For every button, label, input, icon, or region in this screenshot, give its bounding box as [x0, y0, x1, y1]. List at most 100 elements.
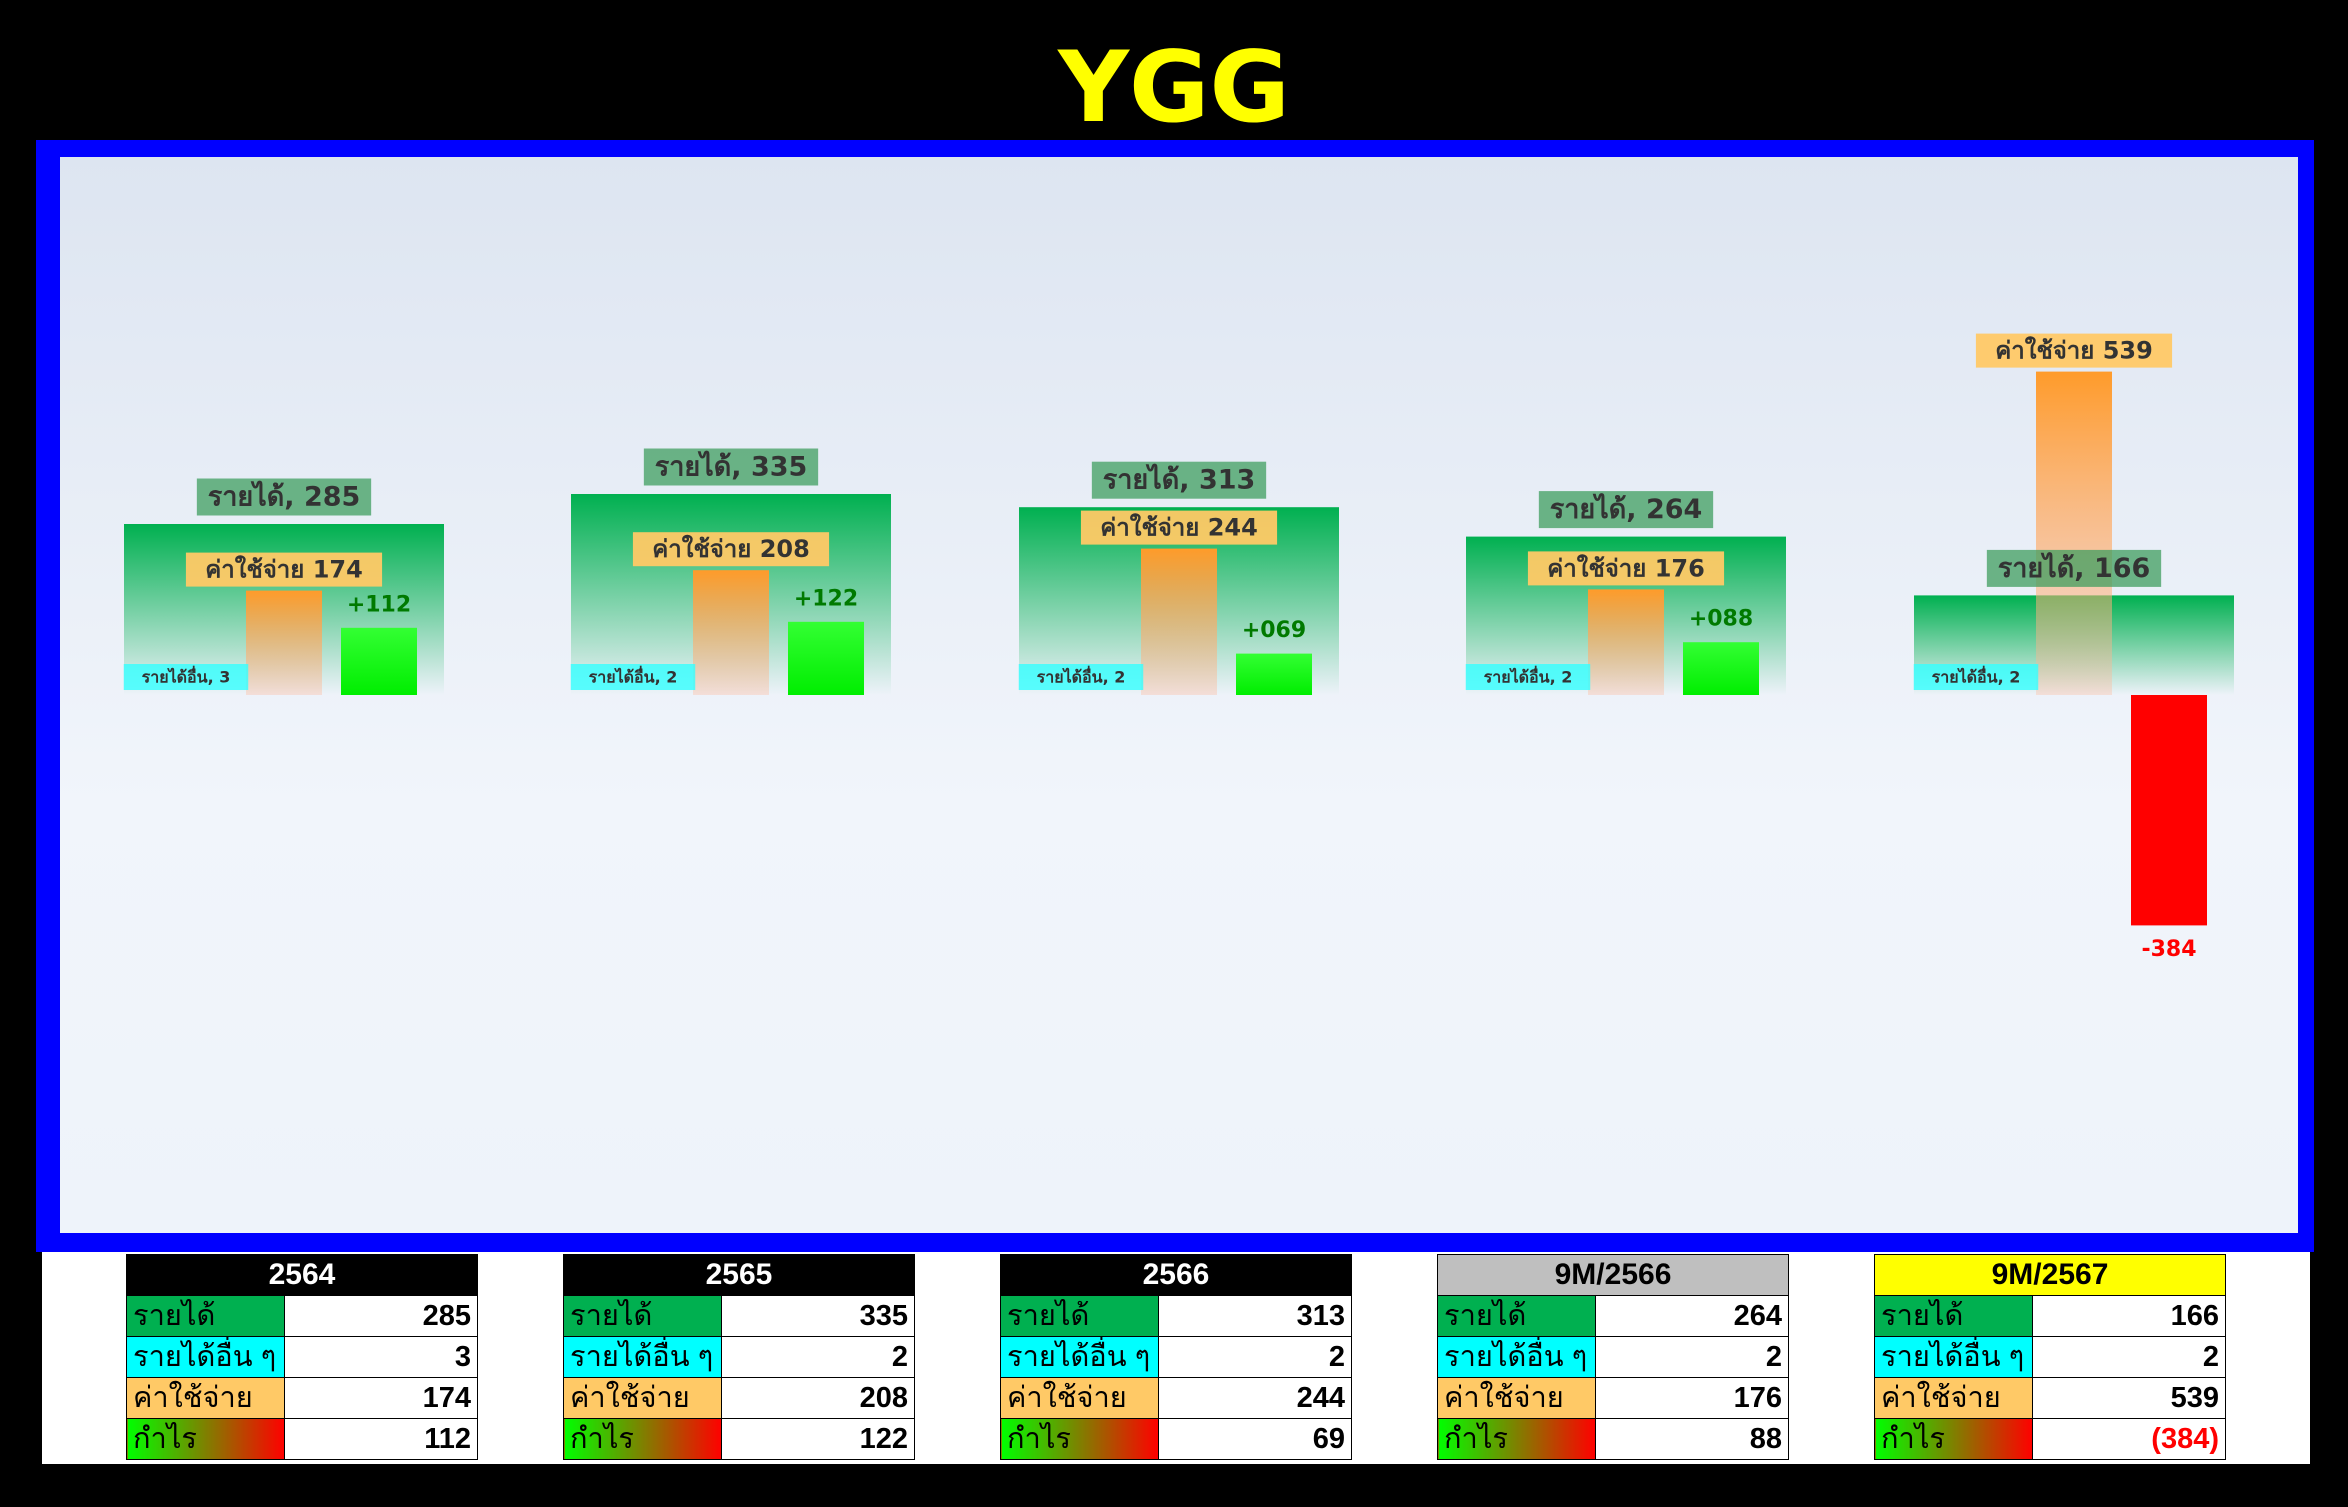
table-row: รายได้ 285	[126, 1295, 478, 1337]
data-table: 2566 รายได้ 313 รายได้อื่น ๆ 2 ค่าใช้จ่าย 244 ก…	[1000, 1254, 1352, 1460]
other-income-label: รายได้อื่น, 2	[1932, 666, 2021, 687]
data-table: 2564 รายได้ 285 รายได้อื่น ๆ 3 ค่าใช้จ่าย 174 ก…	[126, 1254, 478, 1460]
other-income-label: รายได้อื่น, 3	[142, 666, 231, 687]
row-label: รายได้	[1000, 1295, 1159, 1337]
other-income-label-bg	[1018, 664, 1144, 690]
bars-layer	[124, 371, 2234, 926]
expense-label: ค่าใช้จ่าย 539	[1995, 336, 2153, 365]
profit-bar	[1683, 642, 1759, 695]
table-row: รายได้ 264	[1437, 1295, 1789, 1337]
table-row: ค่าใช้จ่าย 244	[1000, 1377, 1352, 1419]
table-header: 2565	[563, 1254, 915, 1296]
row-label: รายได้อื่น ๆ	[126, 1336, 285, 1378]
row-value: 122	[721, 1418, 915, 1460]
data-table: 2565 รายได้ 335 รายได้อื่น ๆ 2 ค่าใช้จ่าย 208 ก…	[563, 1254, 915, 1460]
row-label: กำไร	[1874, 1418, 2033, 1460]
table-row: กำไร 112	[126, 1418, 478, 1460]
row-value: 88	[1595, 1418, 1789, 1460]
data-table: 9M/2566 รายได้ 264 รายได้อื่น ๆ 2 ค่าใช้จ่าย 1…	[1437, 1254, 1789, 1460]
profit-label: +069	[1242, 618, 1306, 643]
row-label: รายได้	[563, 1295, 722, 1337]
revenue-label: รายได้, 313	[1103, 464, 1256, 496]
expense-bar	[246, 590, 322, 695]
row-value: 285	[284, 1295, 478, 1337]
row-value: 166	[2032, 1295, 2226, 1337]
table-row: ค่าใช้จ่าย 539	[1874, 1377, 2226, 1419]
row-value: 174	[284, 1377, 478, 1419]
row-value: 2	[2032, 1336, 2226, 1378]
other-income-label-bg	[123, 664, 249, 690]
other-income-label: รายได้อื่น, 2	[1484, 666, 1573, 687]
expense-bar	[1588, 589, 1664, 695]
profit-label: -384	[2141, 937, 2196, 962]
other-income-label: รายได้อื่น, 2	[589, 666, 678, 687]
row-label: ค่าใช้จ่าย	[1874, 1377, 2033, 1419]
profit-label: +122	[794, 586, 858, 611]
row-value: (384)	[2032, 1418, 2226, 1460]
expense-label: ค่าใช้จ่าย 244	[1100, 513, 1258, 542]
table-row: กำไร 69	[1000, 1418, 1352, 1460]
revenue-label-bg	[1091, 461, 1267, 499]
row-label: ค่าใช้จ่าย	[563, 1377, 722, 1419]
row-label: กำไร	[126, 1418, 285, 1460]
expense-bar	[693, 570, 769, 695]
chart-title: YGG	[1058, 31, 1290, 145]
other-income-label-bg	[1913, 664, 2039, 690]
revenue-label-bg	[1986, 549, 2162, 587]
row-value: 2	[1595, 1336, 1789, 1378]
other-income-label-bg	[570, 664, 696, 690]
table-row: รายได้ 313	[1000, 1295, 1352, 1337]
revenue-label: รายได้, 264	[1550, 493, 1703, 525]
row-label: รายได้	[1874, 1295, 2033, 1337]
expense-bar	[1141, 548, 1217, 695]
expense-label: ค่าใช้จ่าย 176	[1547, 553, 1705, 582]
row-label: รายได้อื่น ๆ	[1000, 1336, 1159, 1378]
row-value: 2	[721, 1336, 915, 1378]
row-value: 244	[1158, 1377, 1352, 1419]
expense-bar	[2036, 371, 2112, 695]
table-row: ค่าใช้จ่าย 208	[563, 1377, 915, 1419]
revenue-label-bg	[643, 448, 819, 486]
row-value: 539	[2032, 1377, 2226, 1419]
row-value: 176	[1595, 1377, 1789, 1419]
row-label: กำไร	[1000, 1418, 1159, 1460]
other-income-label: รายได้อื่น, 2	[1037, 666, 1126, 687]
row-label: ค่าใช้จ่าย	[1437, 1377, 1596, 1419]
row-label: รายได้	[1437, 1295, 1596, 1337]
table-header: 2564	[126, 1254, 478, 1296]
table-row: กำไร 88	[1437, 1418, 1789, 1460]
row-label: กำไร	[1437, 1418, 1596, 1460]
table-header: 2566	[1000, 1254, 1352, 1296]
row-label: รายได้อื่น ๆ	[1437, 1336, 1596, 1378]
row-value: 112	[284, 1418, 478, 1460]
expense-label: ค่าใช้จ่าย 174	[205, 555, 363, 584]
labels-layer: รายได้, 285 ค่าใช้จ่าย 174 +112 รายได้อื่น,…	[123, 333, 2197, 962]
row-label: รายได้	[126, 1295, 285, 1337]
table-row: กำไร 122	[563, 1418, 915, 1460]
row-label: รายได้อื่น ๆ	[563, 1336, 722, 1378]
row-label: กำไร	[563, 1418, 722, 1460]
expense-label: ค่าใช้จ่าย 208	[652, 534, 810, 563]
table-row: รายได้ 335	[563, 1295, 915, 1337]
row-value: 3	[284, 1336, 478, 1378]
table-row: ค่าใช้จ่าย 176	[1437, 1377, 1789, 1419]
profit-label: +112	[347, 592, 411, 617]
row-value: 313	[1158, 1295, 1352, 1337]
row-value: 208	[721, 1377, 915, 1419]
table-row: ค่าใช้จ่าย 174	[126, 1377, 478, 1419]
row-value: 335	[721, 1295, 915, 1337]
profit-bar	[341, 627, 417, 695]
expense-label-bg	[1975, 333, 2173, 368]
expense-label-bg	[1080, 510, 1278, 545]
profit-bar	[2131, 695, 2207, 926]
other-income-label-bg	[1465, 664, 1591, 690]
data-table: 9M/2567 รายได้ 166 รายได้อื่น ๆ 2 ค่าใช้จ่าย 5…	[1874, 1254, 2226, 1460]
row-label: ค่าใช้จ่าย	[1000, 1377, 1159, 1419]
expense-label-bg	[632, 532, 830, 567]
profit-label: +088	[1689, 607, 1753, 632]
